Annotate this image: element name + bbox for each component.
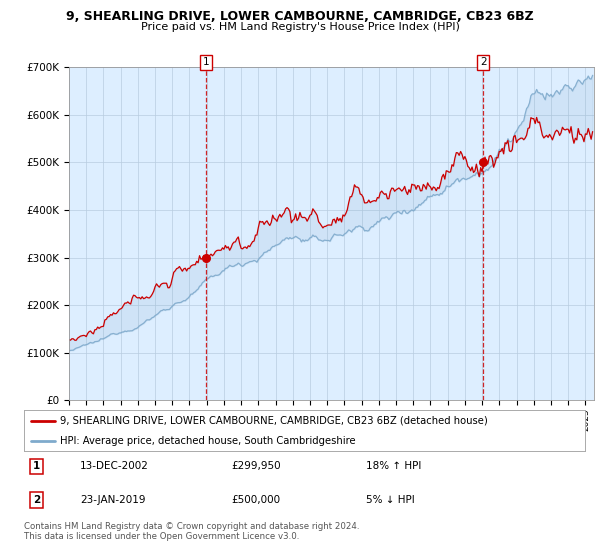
Text: 2: 2 — [480, 57, 487, 67]
Text: 5% ↓ HPI: 5% ↓ HPI — [366, 495, 415, 505]
Text: Price paid vs. HM Land Registry's House Price Index (HPI): Price paid vs. HM Land Registry's House … — [140, 22, 460, 32]
Text: £500,000: £500,000 — [232, 495, 281, 505]
Text: 1: 1 — [33, 461, 40, 472]
Text: 1: 1 — [203, 57, 209, 67]
Text: 2: 2 — [33, 495, 40, 505]
Text: 9, SHEARLING DRIVE, LOWER CAMBOURNE, CAMBRIDGE, CB23 6BZ: 9, SHEARLING DRIVE, LOWER CAMBOURNE, CAM… — [66, 10, 534, 23]
Text: 13-DEC-2002: 13-DEC-2002 — [80, 461, 149, 472]
Text: Contains HM Land Registry data © Crown copyright and database right 2024.
This d: Contains HM Land Registry data © Crown c… — [24, 522, 359, 542]
Text: 23-JAN-2019: 23-JAN-2019 — [80, 495, 146, 505]
Text: 9, SHEARLING DRIVE, LOWER CAMBOURNE, CAMBRIDGE, CB23 6BZ (detached house): 9, SHEARLING DRIVE, LOWER CAMBOURNE, CAM… — [61, 416, 488, 426]
Text: 18% ↑ HPI: 18% ↑ HPI — [366, 461, 422, 472]
Text: HPI: Average price, detached house, South Cambridgeshire: HPI: Average price, detached house, Sout… — [61, 436, 356, 446]
Text: £299,950: £299,950 — [232, 461, 281, 472]
